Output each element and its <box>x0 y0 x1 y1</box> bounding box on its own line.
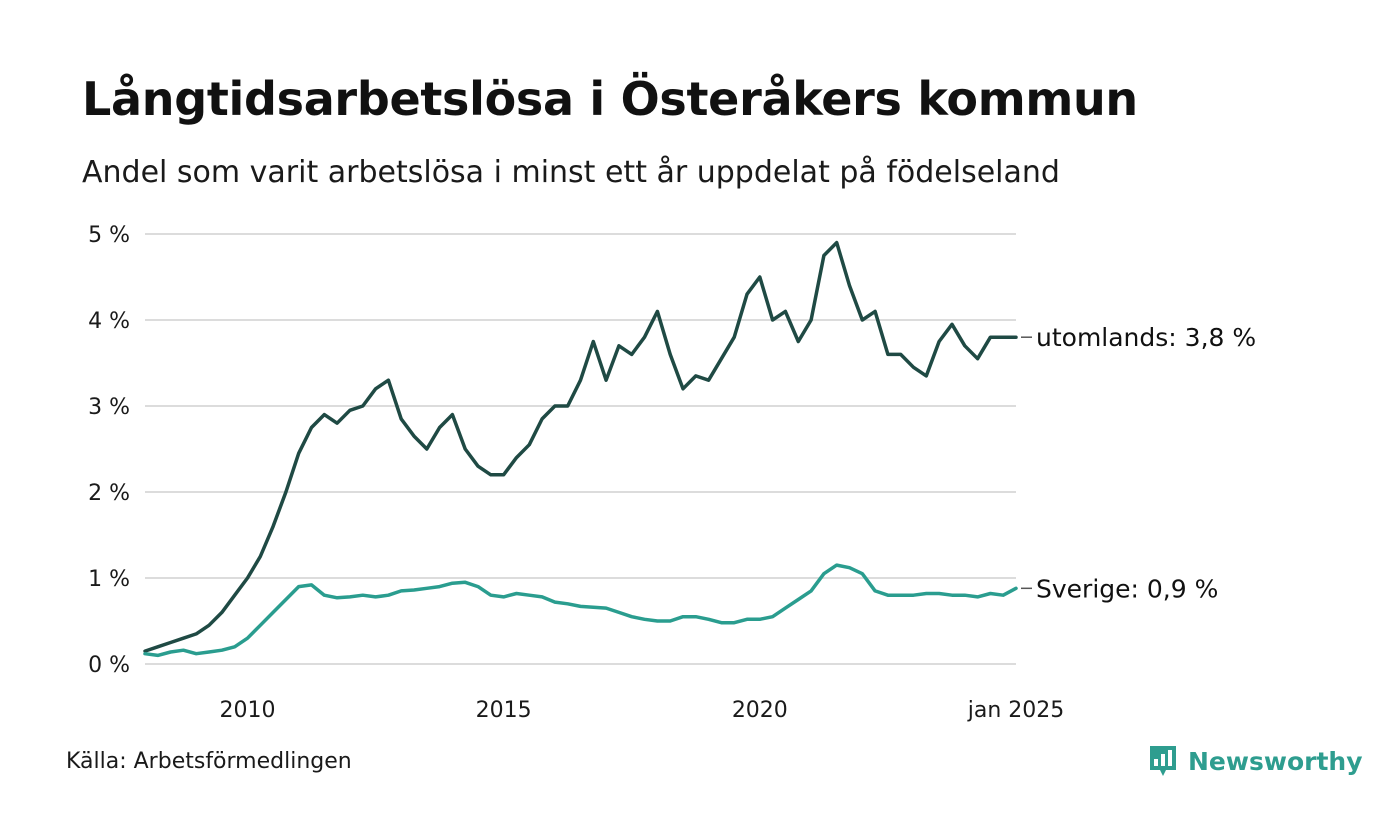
series-line-sverige <box>143 563 1018 658</box>
source-note: Källa: Arbetsförmedlingen <box>66 749 352 774</box>
series-lines <box>143 240 1018 658</box>
y-tick-label: 1 % <box>88 567 130 592</box>
x-tick-label: jan 2025 <box>967 698 1065 723</box>
x-tick-label: 2015 <box>476 698 532 723</box>
chart-title: Långtidsarbetslösa i Österåkers kommun <box>82 72 1138 126</box>
y-tick-label: 0 % <box>88 653 130 678</box>
y-tick-label: 5 % <box>88 223 130 248</box>
bar-chart-bubble-icon <box>1150 746 1176 776</box>
series-end-labels: utomlands: 3,8 % Sverige: 0,9 % <box>1021 323 1256 603</box>
chart-subtitle: Andel som varit arbetslösa i minst ett å… <box>82 155 1060 190</box>
brand-logo: Newsworthy <box>1148 744 1363 778</box>
end-label-utomlands: utomlands: 3,8 % <box>1036 323 1256 352</box>
y-tick-label: 4 % <box>88 309 130 334</box>
x-axis-ticks: 2010 2015 2020 jan 2025 <box>219 698 1064 723</box>
end-label-sverige: Sverige: 0,9 % <box>1036 574 1218 603</box>
grid-lines <box>145 233 1016 665</box>
y-tick-label: 3 % <box>88 395 130 420</box>
series-line-utomlands <box>143 240 1018 653</box>
y-axis-ticks: 0 % 1 % 2 % 3 % 4 % 5 % <box>88 223 130 678</box>
x-tick-label: 2020 <box>732 698 788 723</box>
brand-name: Newsworthy <box>1188 746 1363 776</box>
x-tick-label: 2010 <box>219 698 275 723</box>
y-tick-label: 2 % <box>88 481 130 506</box>
